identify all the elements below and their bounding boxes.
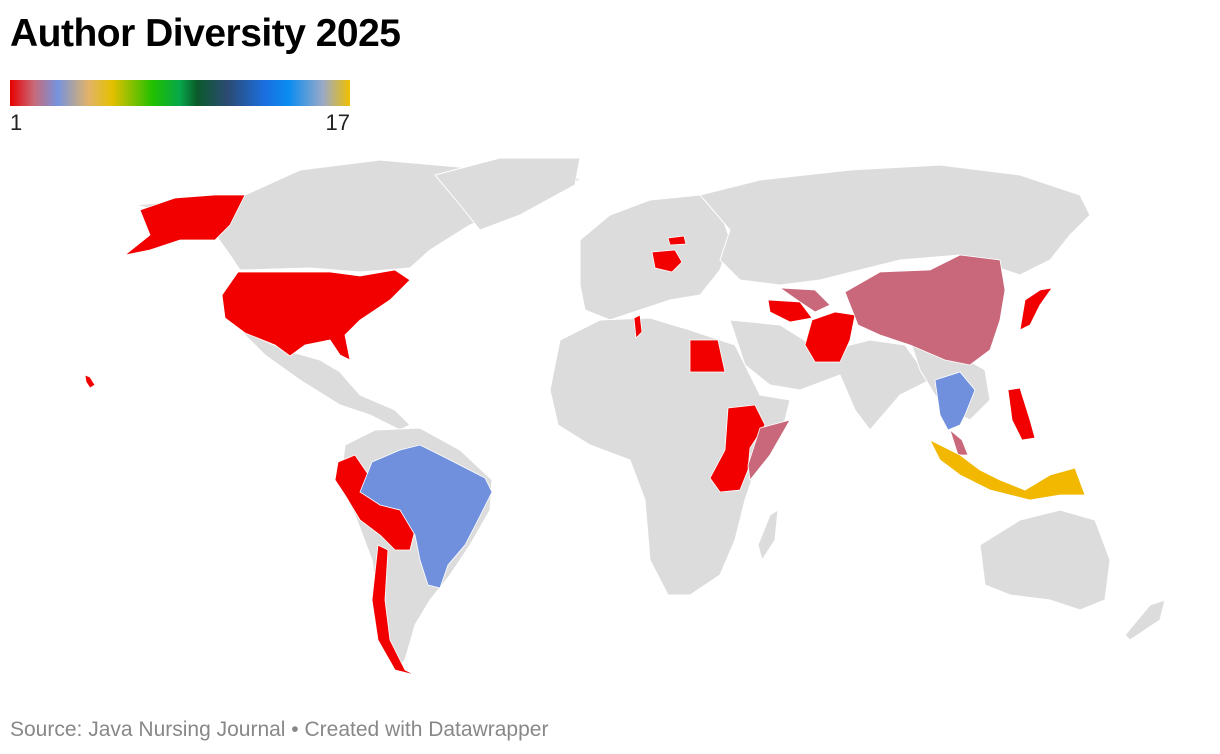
region-ethiopia-kenya-tanzania [709,404,766,493]
africa-region [549,317,791,596]
region-malaysia [949,428,969,456]
source-credit: Source: Java Nursing Journal • Created w… [10,718,549,741]
region-japan [1019,287,1053,331]
australia-region [979,509,1111,611]
region-poland [651,249,683,273]
new-zealand-region [1124,599,1166,641]
region-united-states [221,269,411,361]
mexico-central-america-region [239,329,411,431]
chart-title: Author Diversity 2025 [10,12,401,55]
legend-min-label: 1 [10,110,23,135]
region-tunisia [633,314,643,339]
greenland-region [434,157,581,231]
world-map [84,157,1166,676]
region-thailand-vietnam [934,371,976,431]
color-legend: 1 17 [10,80,350,135]
region-turkmenistan [767,299,813,323]
region-brazil [359,444,493,589]
region-philippines [1007,387,1036,441]
region-alaska [124,194,246,256]
region-pakistan-afghanistan [804,311,856,363]
region-egypt [689,339,726,373]
madagascar-region [757,509,779,562]
legend-gradient-bar [10,80,350,106]
region-latvia [667,235,687,246]
russia-asia-region [699,164,1091,286]
region-somalia [747,419,791,481]
region-indonesia [929,439,1086,501]
region-uzbekistan [778,287,831,313]
legend-max-label: 17 [325,110,350,135]
region-chile [371,544,416,676]
region-china [844,254,1006,366]
region-hawaii [84,374,96,389]
